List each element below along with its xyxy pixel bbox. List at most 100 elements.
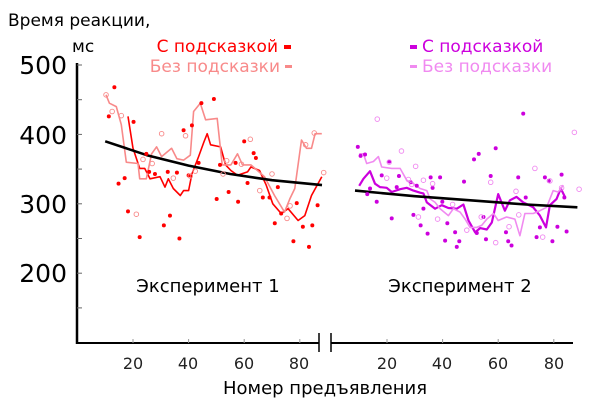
- data-point-with-hint: [564, 229, 569, 234]
- data-point-with-hint: [506, 239, 511, 244]
- data-point-with-hint: [226, 190, 231, 195]
- data-point-with-hint: [214, 196, 219, 201]
- data-point-with-hint: [562, 195, 567, 200]
- data-point-with-hint: [131, 119, 136, 124]
- data-point-with-hint: [189, 123, 194, 128]
- data-point-no-hint: [408, 181, 415, 188]
- data-point-with-hint: [537, 225, 542, 230]
- x-axis-title: Номер предъявления: [223, 378, 427, 399]
- data-point-with-hint: [125, 209, 130, 214]
- data-point-with-hint: [174, 170, 179, 175]
- data-point-with-hint: [199, 101, 204, 106]
- data-point-with-hint: [550, 239, 555, 244]
- data-point-with-hint: [355, 144, 360, 149]
- data-point-no-hint: [547, 178, 553, 184]
- data-point-no-hint: [386, 159, 392, 165]
- y-tick-label: 400: [19, 121, 67, 150]
- data-point-with-hint: [267, 195, 272, 200]
- data-point-no-hint: [374, 116, 381, 122]
- data-point-no-hint: [405, 176, 412, 183]
- data-point-no-hint: [109, 108, 115, 115]
- data-point-no-hint: [238, 161, 245, 167]
- data-point-with-hint: [112, 85, 117, 90]
- data-point-with-hint: [454, 244, 459, 249]
- data-point-no-hint: [412, 163, 419, 170]
- data-point-with-hint: [453, 230, 458, 235]
- trend-line-panel-1: [104, 140, 323, 187]
- data-point-with-hint: [488, 174, 493, 179]
- data-point-with-hint: [152, 171, 157, 176]
- data-point-no-hint: [464, 227, 470, 233]
- data-point-with-hint: [542, 175, 547, 180]
- data-point-no-hint: [420, 177, 427, 183]
- legend-label-with-hint-1: С подсказкой: [157, 37, 278, 57]
- x-tick-label: 20: [377, 354, 397, 373]
- data-point-with-hint: [476, 151, 481, 156]
- data-point-with-hint: [251, 151, 256, 156]
- data-point-with-hint: [430, 185, 435, 190]
- data-point-with-hint: [272, 221, 277, 226]
- data-point-with-hint: [116, 181, 121, 186]
- series-line-2: [358, 170, 566, 234]
- data-point-with-hint: [379, 173, 384, 178]
- x-tick-label: 40: [178, 354, 198, 373]
- data-point-no-hint: [478, 214, 484, 220]
- data-point-no-hint: [532, 165, 538, 172]
- data-point-with-hint: [438, 175, 443, 180]
- legend-label-no-hint-2: Без подсказки: [422, 57, 552, 77]
- data-point-with-hint: [165, 169, 170, 174]
- data-point-with-hint: [161, 223, 166, 228]
- data-point-no-hint: [287, 203, 293, 209]
- data-point-with-hint: [300, 224, 305, 229]
- data-point-with-hint: [106, 114, 111, 119]
- axes: [75, 63, 573, 352]
- data-point-with-hint: [211, 97, 216, 102]
- data-point-with-hint: [389, 216, 394, 221]
- data-point-no-hint: [140, 156, 146, 163]
- data-point-no-hint: [506, 223, 512, 230]
- data-point-with-hint: [421, 206, 426, 211]
- panel-label-experiment-1: Эксперимент 1: [136, 276, 279, 297]
- data-point-with-hint: [242, 139, 247, 144]
- data-point-with-hint: [275, 185, 280, 190]
- data-point-no-hint: [158, 130, 165, 137]
- data-point-no-hint: [558, 185, 565, 191]
- y-axis-title-line1: Время реакции,: [8, 11, 150, 31]
- data-point-with-hint: [144, 151, 149, 156]
- data-point-with-hint: [396, 174, 401, 179]
- panel-label-experiment-2: Эксперимент 2: [388, 276, 531, 297]
- data-point-no-hint: [492, 239, 499, 246]
- data-point-no-hint: [571, 129, 578, 136]
- data-point-with-hint: [181, 128, 186, 133]
- data-point-with-hint: [414, 183, 419, 188]
- data-point-with-hint: [236, 199, 241, 204]
- x-tick-label: 40: [432, 354, 452, 373]
- data-point-with-hint: [521, 111, 526, 116]
- data-point-with-hint: [365, 192, 370, 197]
- data-point-no-hint: [187, 173, 194, 179]
- y-tick-label: 200: [19, 259, 67, 288]
- data-point-with-hint: [167, 213, 172, 218]
- y-tick-label: 300: [19, 190, 67, 219]
- data-point-no-hint: [487, 179, 494, 186]
- x-tick-label: 60: [234, 354, 254, 373]
- data-point-with-hint: [462, 179, 467, 184]
- data-point-no-hint: [398, 148, 405, 154]
- data-point-with-hint: [425, 231, 430, 236]
- data-point-no-hint: [182, 133, 189, 139]
- data-point-with-hint: [122, 176, 127, 181]
- data-point-no-hint: [415, 214, 422, 220]
- data-point-with-hint: [177, 236, 182, 241]
- data-point-no-hint: [223, 158, 230, 164]
- legend-swatch-no-hint-1: [285, 65, 292, 68]
- data-point-with-hint: [253, 155, 258, 160]
- data-point-with-hint: [245, 180, 250, 185]
- data-point-with-hint: [306, 244, 311, 249]
- legend-label-with-hint-2: С подсказкой: [422, 37, 543, 57]
- data-point-no-hint: [192, 168, 199, 174]
- data-point-with-hint: [233, 160, 238, 165]
- data-point-no-hint: [149, 160, 155, 167]
- x-tick-label: 60: [488, 354, 508, 373]
- series-line-1: [127, 116, 323, 222]
